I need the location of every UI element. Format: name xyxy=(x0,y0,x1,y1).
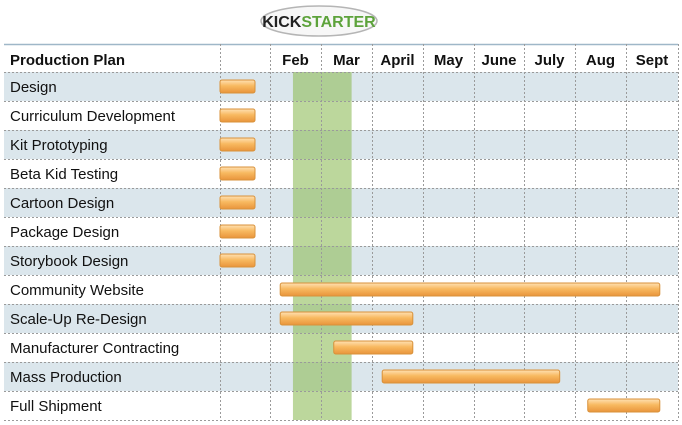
task-label: Community Website xyxy=(10,282,144,299)
month-label: Sept xyxy=(636,52,669,69)
month-headers: Feb Mar April May June July Aug Sept xyxy=(282,52,668,69)
task-label: Scale-Up Re-Design xyxy=(10,311,147,328)
task-label: Manufacturer Contracting xyxy=(10,340,179,357)
task-label: Storybook Design xyxy=(10,253,128,270)
task-bar xyxy=(279,311,414,326)
task-bar xyxy=(333,340,414,355)
month-label: Aug xyxy=(586,52,615,69)
task-label: Package Design xyxy=(10,224,119,241)
logo-text-kick: KICK xyxy=(262,14,302,31)
month-label: Feb xyxy=(282,52,309,69)
month-label: May xyxy=(434,52,464,69)
task-bar xyxy=(219,253,256,268)
month-label: Mar xyxy=(333,52,360,69)
task-label: Cartoon Design xyxy=(10,195,114,212)
task-bar xyxy=(219,108,256,123)
task-label: Beta Kid Testing xyxy=(10,166,118,183)
task-label: Full Shipment xyxy=(10,398,103,415)
month-label: June xyxy=(481,52,516,69)
kickstarter-logo: KICKSTARTER xyxy=(260,5,378,37)
task-bar xyxy=(381,369,561,384)
production-plan-header: Production Plan xyxy=(10,52,125,69)
month-label: July xyxy=(534,52,565,69)
task-labels: Design Curriculum Development Kit Prototyp… xyxy=(10,79,179,415)
task-label: Kit Prototyping xyxy=(10,137,108,154)
task-bar xyxy=(219,79,256,94)
task-bar xyxy=(219,166,256,181)
task-bar xyxy=(279,282,661,297)
task-bar xyxy=(219,195,256,210)
logo-text-starter: STARTER xyxy=(301,14,376,31)
task-label: Design xyxy=(10,79,57,96)
task-bar xyxy=(219,137,256,152)
month-label: April xyxy=(380,52,414,69)
logo-badge xyxy=(260,5,378,37)
task-label: Mass Production xyxy=(10,369,122,386)
task-bar xyxy=(219,224,256,239)
svg-text:KICKSTARTER: KICKSTARTER xyxy=(262,14,376,31)
task-bar xyxy=(587,398,661,413)
task-bars xyxy=(219,79,661,413)
grid-lines xyxy=(4,43,679,421)
task-label: Curriculum Development xyxy=(10,108,176,125)
